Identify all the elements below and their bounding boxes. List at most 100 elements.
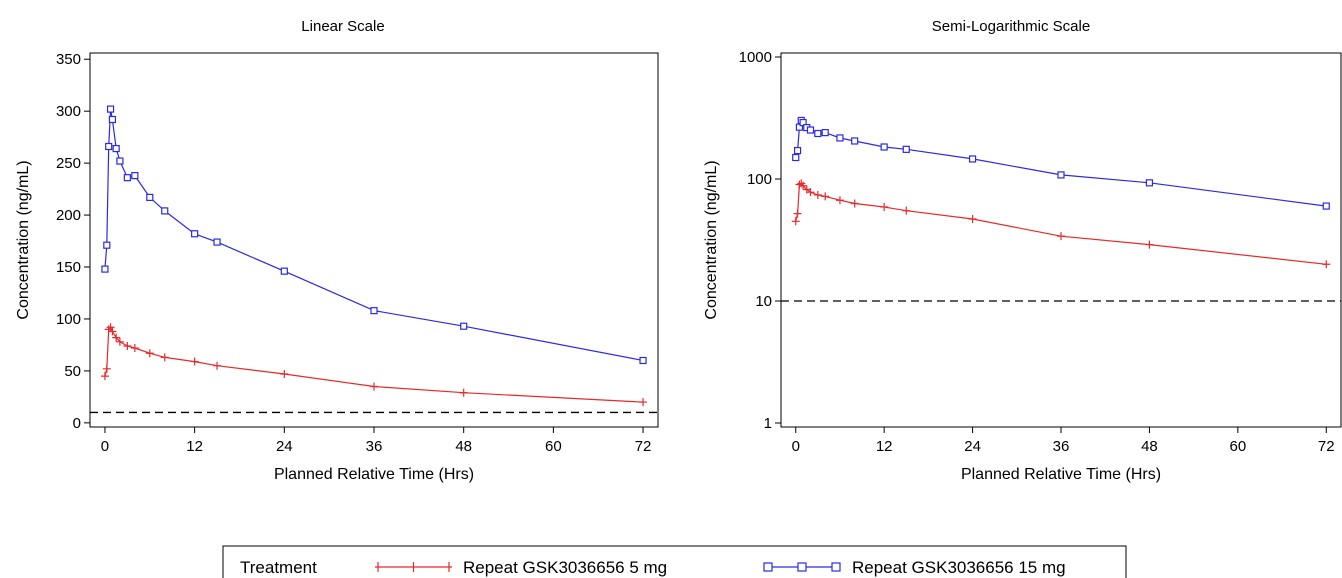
data-point-5mg [791, 217, 800, 226]
x-tick-label: 0 [792, 438, 800, 455]
x-tick-label: 72 [1318, 438, 1335, 455]
data-point-15mg [880, 143, 888, 151]
data-point-5mg [108, 327, 117, 336]
legend-title: Treatment [240, 558, 317, 577]
x-tick-label: 12 [876, 438, 893, 455]
legend-marker-15mg [831, 562, 841, 572]
data-point-15mg [821, 129, 829, 137]
x-tick-label: 36 [366, 438, 383, 455]
y-tick-label: 200 [56, 207, 81, 224]
data-point-5mg [806, 188, 815, 197]
x-tick-label: 12 [186, 438, 203, 455]
data-point-5mg [835, 196, 844, 205]
y-tick-label: 300 [56, 103, 81, 120]
data-point-15mg [814, 129, 822, 138]
data-point-15mg [968, 155, 977, 163]
data-point-5mg [160, 353, 169, 362]
data-point-15mg [191, 230, 199, 238]
series-line-5mg [104, 326, 644, 403]
data-point-5mg [102, 364, 111, 373]
linear-scale-panel: Linear Scale 0 50 100 150 200 250 300 350 0 12 24… [15, 18, 659, 483]
data-point-15mg [280, 267, 288, 275]
data-point-15mg [370, 307, 378, 315]
y-tick-label: 350 [56, 51, 81, 68]
data-point-5mg [1057, 232, 1065, 241]
data-point-15mg [108, 115, 117, 124]
data-point-5mg [104, 325, 113, 334]
y-tick-label: 100 [56, 311, 81, 328]
y-tick-label: 100 [747, 171, 772, 188]
y-tick-label: 1 [764, 415, 772, 432]
data-point-15mg [112, 144, 120, 153]
data-point-5mg [112, 333, 121, 342]
data-point-5mg [123, 341, 132, 350]
data-point-15mg [1322, 202, 1330, 210]
data-point-15mg [146, 193, 154, 202]
semilog-x-axis: 0 12 24 36 48 60 72 [792, 427, 1335, 455]
data-point-5mg [190, 357, 199, 366]
data-point-15mg [131, 171, 139, 180]
y-tick-label: 250 [56, 155, 81, 172]
data-point-5mg [145, 349, 154, 358]
data-point-15mg [902, 145, 910, 153]
data-point-5mg [902, 206, 911, 215]
semilog-y-axis-label: Concentration (ng/mL) [703, 160, 720, 319]
linear-y-axis: 0 50 100 150 200 250 300 350 [56, 51, 90, 432]
legend-entries [375, 562, 841, 572]
linear-panel-title: Linear Scale [301, 18, 384, 35]
data-point-15mg [106, 105, 115, 113]
data-point-15mg [101, 265, 109, 273]
data-point-5mg [213, 361, 222, 370]
data-point-5mg [1322, 260, 1331, 269]
linear-y-axis-label: Concentration (ng/mL) [15, 160, 32, 319]
data-point-5mg [130, 344, 139, 353]
data-point-5mg [370, 382, 378, 391]
legend-label-15mg: Repeat GSK3036656 15 mg [852, 558, 1066, 577]
semilog-panel-title: Semi-Logarithmic Scale [932, 18, 1090, 35]
semilog-y-axis: 1 10 100 1000 [739, 49, 781, 432]
data-point-15mg [1057, 171, 1065, 179]
data-point-15mg [460, 322, 468, 330]
x-tick-label: 0 [101, 438, 109, 455]
x-tick-label: 24 [964, 438, 981, 455]
data-point-5mg [880, 202, 889, 211]
data-point-15mg [795, 123, 804, 131]
y-tick-label: 0 [73, 415, 81, 432]
linear-series-group [100, 105, 648, 407]
data-point-15mg [793, 146, 802, 155]
data-point-15mg [806, 126, 815, 134]
data-point-5mg [459, 388, 468, 397]
data-point-15mg [103, 241, 111, 249]
linear-x-axis: 0 12 24 36 48 60 72 [101, 427, 652, 455]
series-line-15mg [104, 108, 644, 362]
y-tick-label: 50 [64, 363, 81, 380]
data-point-5mg [968, 215, 977, 224]
y-tick-label: 1000 [739, 49, 772, 66]
linear-plot-frame [89, 52, 659, 428]
y-tick-label: 10 [755, 293, 772, 310]
data-point-15mg [105, 142, 113, 151]
semilog-scale-panel: Semi-Logarithmic Scale 1 10 100 1000 0 12 24 3… [703, 18, 1342, 483]
x-tick-label: 24 [276, 438, 293, 455]
data-point-5mg [813, 190, 822, 199]
legend-marker-15mg [763, 562, 773, 572]
data-point-5mg [850, 199, 859, 208]
series-line-15mg [795, 119, 1327, 207]
x-tick-label: 72 [635, 438, 652, 455]
data-point-5mg [115, 337, 124, 346]
x-tick-label: 60 [545, 438, 562, 455]
x-tick-label: 60 [1229, 438, 1246, 455]
data-point-5mg [821, 192, 830, 201]
legend-frame [222, 545, 1127, 578]
data-point-5mg [280, 370, 289, 379]
data-point-5mg [100, 372, 109, 381]
data-point-15mg [792, 153, 800, 162]
x-tick-label: 36 [1053, 438, 1070, 455]
legend: Treatment Repeat GSK3036656 5 mg Repeat … [222, 545, 1127, 578]
data-point-15mg [116, 157, 124, 165]
legend-label-5mg: Repeat GSK3036656 5 mg [463, 558, 667, 577]
x-tick-label: 48 [455, 438, 472, 455]
semilog-series-group [791, 116, 1331, 269]
data-point-15mg [639, 356, 647, 365]
